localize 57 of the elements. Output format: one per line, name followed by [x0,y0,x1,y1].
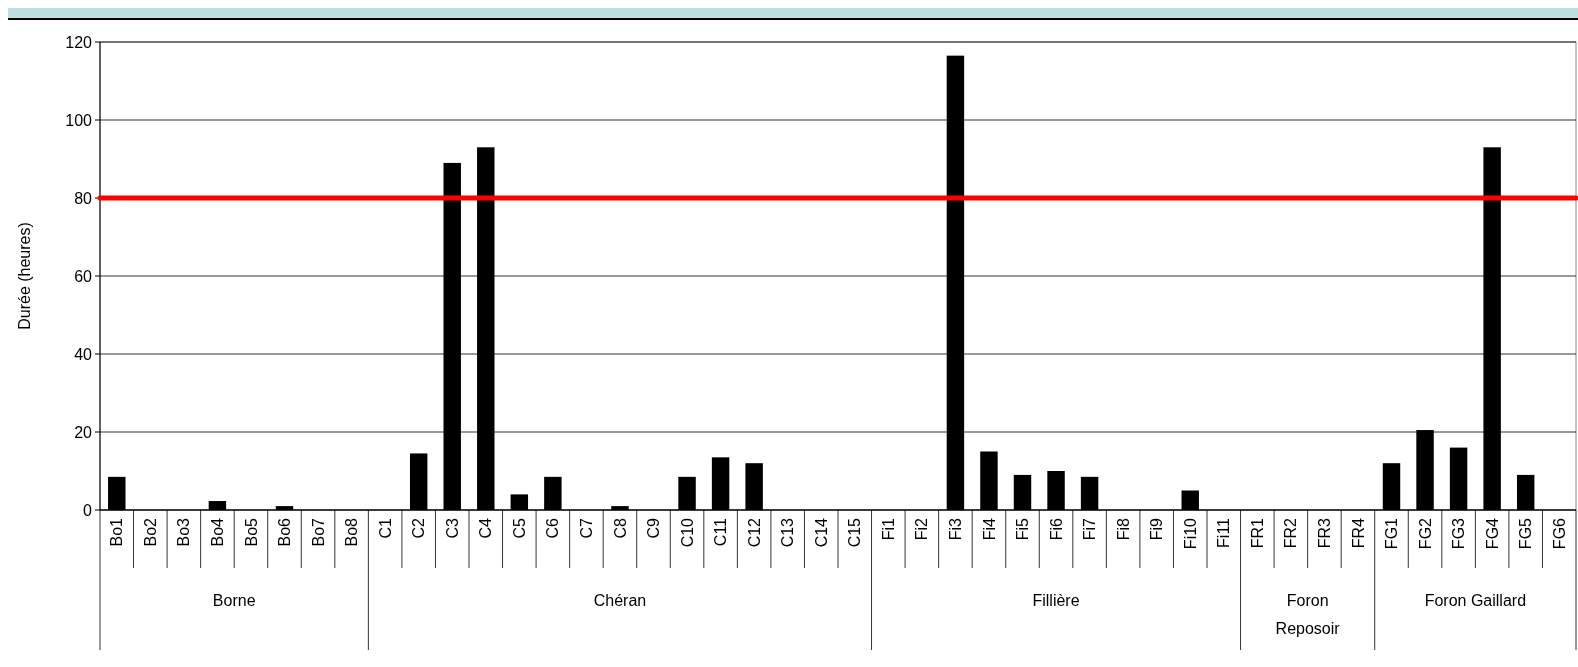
x-tick-label: Fi6 [1047,517,1065,541]
x-tick-label: FG3 [1450,517,1468,550]
x-tick-label: C12 [745,517,763,548]
x-tick-label: Fi9 [1148,517,1166,541]
x-tick-label: C6 [544,517,562,539]
x-tick-label: Fi4 [980,517,998,541]
y-tick-label: 120 [65,33,93,51]
x-tick-label: FR1 [1248,517,1266,549]
x-tick-label: Fi11 [1215,517,1233,548]
x-tick-label: C14 [812,517,830,548]
text: Borne [212,592,256,609]
x-tick-label: Bo3 [175,517,193,547]
x-tick-label: Fi3 [947,517,965,541]
x-tick-label: Bo2 [141,517,159,547]
x-tick-label: Fi5 [1014,517,1032,541]
x-tick-label: FG5 [1517,517,1535,550]
x-tick-label: Fi7 [1081,517,1099,541]
x-tick-label: C15 [846,517,864,548]
y-tick-label: 80 [74,189,93,207]
x-tick-label: C9 [645,517,663,539]
x-tick-label: C7 [578,517,596,539]
x-tick-label: C13 [779,517,797,548]
text: Foron Reposoir [1275,592,1341,637]
x-tick-label: Fi10 [1181,517,1199,550]
x-tick-label: FG1 [1383,517,1401,550]
x-tick-label: Bo5 [242,517,260,547]
x-tick-label: C10 [678,517,696,548]
x-tick-label: Bo6 [276,517,294,547]
x-tick-label: Bo1 [108,517,126,547]
x-tick-label: Fi1 [879,517,897,541]
y-tick-label: 40 [74,345,93,363]
x-tick-label: C8 [611,517,629,539]
x-tick-label: Fi2 [913,517,931,541]
x-tick-label: Fi8 [1114,517,1132,541]
y-tick-label: 60 [74,267,93,285]
y-axis-title: Durée (heures) [16,222,33,330]
x-tick-label: C3 [443,517,461,539]
x-tick-label: FR3 [1316,517,1334,549]
x-tick-label: FG4 [1483,517,1501,550]
x-tick-label: FG2 [1416,517,1434,550]
x-tick-label: C5 [510,517,528,539]
x-tick-label: Bo4 [209,517,227,547]
y-tick-label: 20 [74,423,93,441]
x-tick-label: C4 [477,517,495,539]
x-tick-label: C11 [712,517,730,547]
x-tick-label: Bo7 [309,517,327,547]
x-tick-label: FR4 [1349,517,1367,549]
text: Chéran [593,592,647,609]
y-tick-label: 0 [83,501,93,519]
text: Foron Gaillard [1424,592,1527,609]
text: Fillière [1032,592,1080,609]
y-tick-label: 100 [65,111,93,129]
x-tick-label: FG6 [1550,517,1568,550]
x-tick-label: FR2 [1282,517,1300,549]
x-tick-label: Bo8 [343,517,361,547]
x-tick-label: C1 [376,517,394,539]
x-tick-label: C2 [410,517,428,539]
